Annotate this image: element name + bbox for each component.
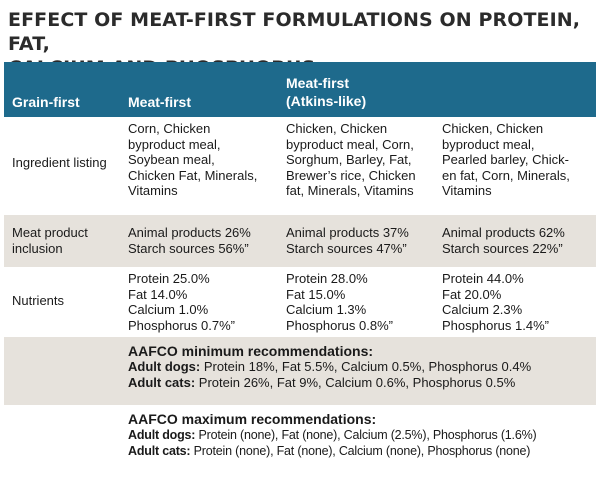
comparison-table: Grain-first Meat-first Meat-first (Atkin…	[4, 62, 596, 465]
row-label-ingredients: Ingredient listing	[12, 155, 107, 170]
aafco-min-dogs-values: Protein 18%, Fat 5.5%, Calcium 0.5%, Pho…	[200, 359, 532, 374]
cell-meat-meat-first: Animal products 37% Starch sources 47%”	[286, 225, 409, 256]
aafco-max-cats-values: Protein (none), Fat (none), Calcium (non…	[190, 444, 531, 458]
cell-ingredients-meat-first: Chicken, Chicken byproduct meal, Corn, S…	[286, 121, 416, 198]
aafco-max-title: AAFCO maximum recommendations:	[128, 411, 377, 427]
header-col3-line2: (Atkins-like)	[286, 93, 367, 109]
row-label-nutrients: Nutrients	[12, 293, 65, 308]
aafco-min-cats-values: Protein 26%, Fat 9%, Calcium 0.6%, Phosp…	[195, 375, 516, 390]
row-label-meat-line1: Meat product	[12, 225, 88, 240]
header-meat-first-atkins: Meat-first (Atkins-like)	[286, 74, 366, 110]
header-meat-first: Meat-first	[128, 94, 192, 110]
cell-nutrients-grain-first: Protein 25.0% Fat 14.0% Calcium 1.0% Pho…	[128, 271, 235, 333]
cell-nutrients-meat-first: Protein 28.0% Fat 15.0% Calcium 1.3% Pho…	[286, 271, 393, 333]
aafco-max-dogs: Adult dogs: Protein (none), Fat (none), …	[128, 427, 596, 443]
aafco-min-dogs: Adult dogs: Protein 18%, Fat 5.5%, Calci…	[128, 359, 596, 375]
aafco-min-cats: Adult cats: Protein 26%, Fat 9%, Calcium…	[128, 375, 596, 391]
aafco-max-dogs-label: Adult dogs:	[128, 428, 196, 442]
row-label-meat-inclusion: Meat product inclusion	[12, 225, 88, 256]
aafco-max-cats-label: Adult cats:	[128, 444, 191, 458]
cell-meat-grain-first: Animal products 26% Starch sources 56%”	[128, 225, 251, 256]
cell-ingredients-atkins: Chicken, Chicken byproduct meal, Pearled…	[442, 121, 570, 198]
table-row-ingredients: Ingredient listing Corn, Chicken byprodu…	[4, 117, 596, 215]
cell-ingredients-grain-first: Corn, Chicken byproduct meal, Soybean me…	[128, 121, 258, 198]
header-col3-line1: Meat-first	[286, 75, 350, 91]
aafco-maximum-section: AAFCO maximum recommendations: Adult dog…	[4, 405, 596, 465]
table-header: Grain-first Meat-first Meat-first (Atkin…	[4, 62, 596, 117]
aafco-minimum-section: AAFCO minimum recommendations: Adult dog…	[4, 337, 596, 405]
table-row-nutrients: Nutrients Protein 25.0% Fat 14.0% Calciu…	[4, 267, 596, 337]
row-label-meat-line2: inclusion	[12, 240, 63, 256]
header-grain-first: Grain-first	[12, 94, 80, 110]
aafco-max-cats: Adult cats: Protein (none), Fat (none), …	[128, 443, 596, 459]
table-row-meat-inclusion: Meat product inclusion Animal products 2…	[4, 215, 596, 267]
cell-nutrients-atkins: Protein 44.0% Fat 20.0% Calcium 2.3% Pho…	[442, 271, 549, 333]
title-line-1: EFFECT OF MEAT-FIRST FORMULATIONS ON PRO…	[8, 9, 581, 55]
aafco-min-title: AAFCO minimum recommendations:	[128, 343, 374, 359]
aafco-min-cats-label: Adult cats:	[128, 375, 196, 390]
aafco-min-dogs-label: Adult dogs:	[128, 359, 201, 374]
cell-meat-atkins: Animal products 62% Starch sources 22%”	[442, 225, 565, 256]
aafco-max-dogs-values: Protein (none), Fat (none), Calcium (2.5…	[195, 428, 537, 442]
